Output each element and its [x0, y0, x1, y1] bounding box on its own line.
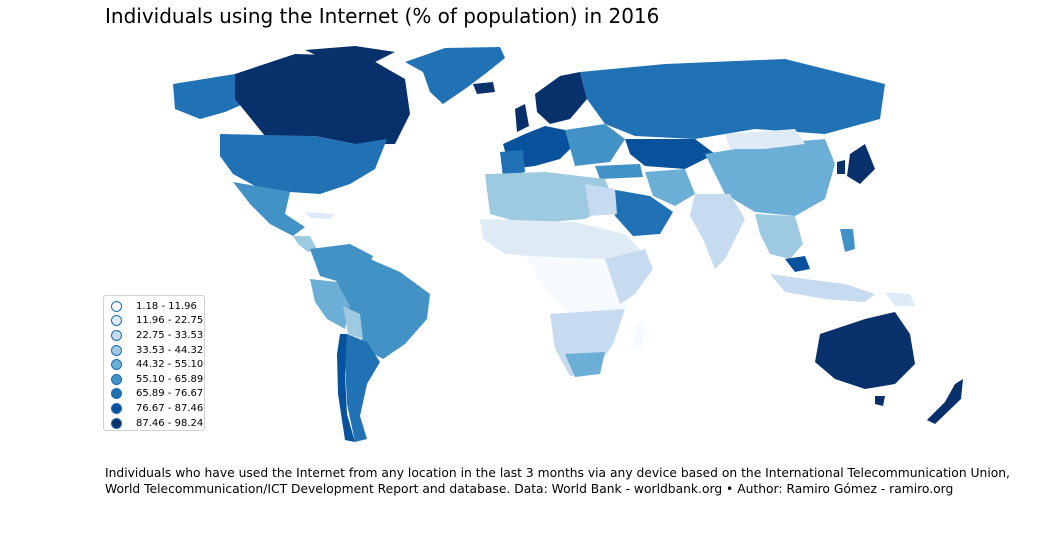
legend-label: 11.96 - 22.75 — [136, 315, 204, 327]
north-africa — [485, 172, 615, 224]
egypt — [585, 184, 617, 216]
chile — [337, 334, 355, 442]
legend-item: 65.89 - 76.67 — [111, 387, 204, 402]
legend-swatch — [111, 315, 122, 327]
indonesia — [770, 274, 875, 302]
papua-new-guinea — [885, 292, 915, 306]
central-america — [293, 236, 317, 252]
legend-swatch — [111, 373, 122, 385]
legend-swatch — [111, 344, 122, 356]
south-africa — [565, 352, 605, 377]
legend-swatch — [111, 329, 122, 341]
legend-swatch — [111, 300, 122, 312]
caption-line: World Telecommunication/ICT Development … — [105, 482, 954, 496]
cuba — [305, 212, 335, 219]
legend-item: 76.67 - 87.46 — [111, 401, 204, 416]
source-caption: Individuals who have used the Internet f… — [105, 465, 1025, 497]
russia — [580, 59, 885, 139]
legend-swatch — [111, 417, 122, 429]
legend-item: 33.53 - 44.32 — [111, 343, 204, 358]
legend-item: 55.10 - 65.89 — [111, 372, 204, 387]
korea — [837, 160, 845, 174]
iran — [645, 169, 695, 206]
canada — [235, 54, 410, 144]
east-africa — [605, 249, 653, 304]
greenland — [405, 47, 505, 104]
caption-line: Individuals who have used the Internet f… — [105, 466, 1010, 480]
peru — [310, 279, 350, 329]
world-choropleth-map — [173, 46, 963, 442]
central-africa — [525, 256, 635, 319]
legend-label: 76.67 - 87.46 — [136, 402, 204, 414]
tasmania — [875, 396, 885, 406]
legend-label: 55.10 - 65.89 — [136, 373, 204, 385]
legend-item: 1.18 - 11.96 — [111, 299, 204, 314]
malaysia — [785, 256, 810, 272]
map-title: Individuals using the Internet (% of pop… — [105, 4, 660, 28]
scandinavia — [535, 72, 587, 124]
eastern-europe — [565, 124, 625, 166]
legend-label: 44.32 - 55.10 — [136, 359, 204, 371]
legend-item: 22.75 - 33.53 — [111, 328, 204, 343]
china — [705, 139, 835, 216]
uk — [515, 104, 529, 132]
philippines — [840, 229, 855, 252]
kazakhstan — [625, 139, 715, 169]
mongolia — [725, 129, 805, 149]
legend-swatch — [111, 359, 122, 371]
legend-label: 65.89 - 76.67 — [136, 388, 204, 400]
saudi-arabia — [610, 189, 673, 236]
alaska — [173, 74, 255, 119]
iberia — [500, 150, 525, 177]
legend-swatch — [111, 402, 122, 414]
legend-item: 44.32 - 55.10 — [111, 357, 204, 372]
australia — [815, 312, 915, 389]
iceland — [473, 82, 495, 94]
turkey — [595, 164, 643, 179]
madagascar — [633, 322, 645, 349]
legend-label: 1.18 - 11.96 — [136, 300, 197, 312]
southeast-asia — [755, 214, 803, 259]
japan — [847, 144, 875, 184]
new-zealand — [927, 379, 963, 424]
legend-label: 22.75 - 33.53 — [136, 329, 204, 341]
legend-label: 33.53 - 44.32 — [136, 344, 204, 356]
legend-item: 11.96 - 22.75 — [111, 314, 204, 329]
bolivia — [343, 306, 363, 339]
legend-label: 87.46 - 98.24 — [136, 417, 204, 429]
legend-item: 87.46 - 98.24 — [111, 416, 204, 431]
map-legend: 1.18 - 11.96 11.96 - 22.75 22.75 - 33.53… — [103, 295, 205, 431]
india — [690, 194, 745, 269]
brazil — [335, 259, 430, 359]
usa — [220, 134, 387, 194]
legend-swatch — [111, 388, 122, 400]
arctic-islands — [305, 46, 395, 64]
sahel — [480, 219, 640, 264]
mexico — [233, 182, 305, 236]
argentina — [345, 334, 380, 442]
